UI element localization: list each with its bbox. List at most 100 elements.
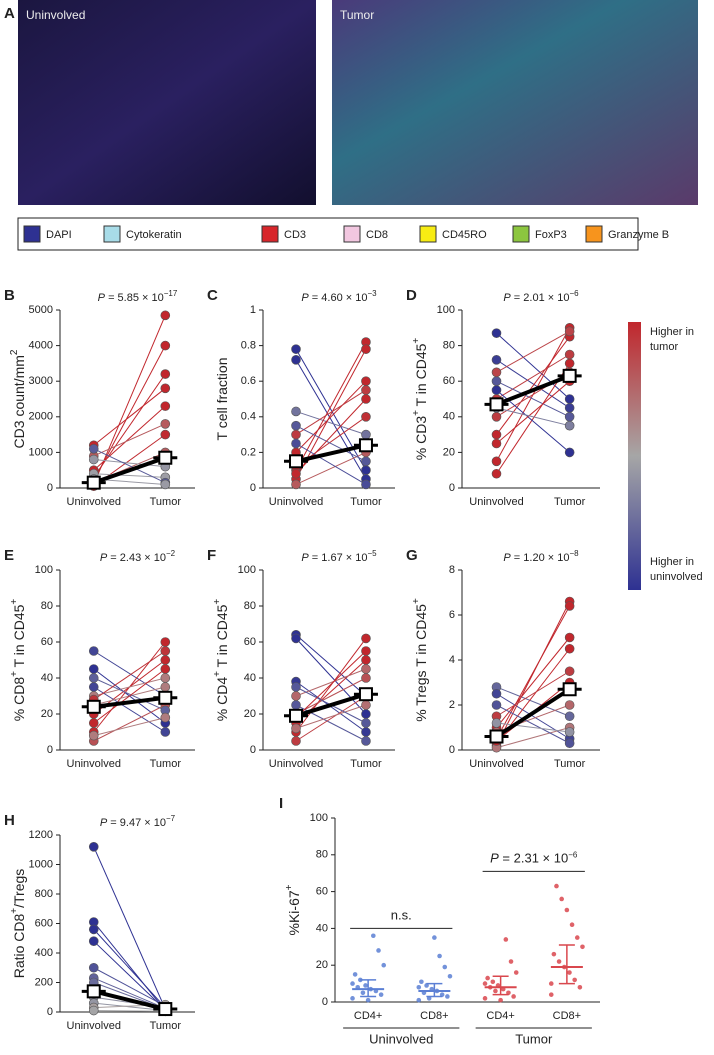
sample-point — [88, 673, 99, 683]
y-tick-label: 1 — [250, 304, 256, 316]
pair-line — [93, 315, 166, 485]
sample-point — [291, 736, 301, 746]
sample-point — [508, 959, 514, 964]
pair-line — [93, 473, 166, 478]
pair-line — [93, 387, 166, 446]
sample-point — [88, 454, 99, 465]
sample-point — [491, 385, 502, 395]
median-marker — [86, 699, 101, 714]
sample-point — [564, 700, 575, 710]
sample-point — [564, 326, 575, 337]
legend-label: CD3 — [284, 229, 306, 241]
sample-point — [491, 700, 502, 710]
text-part: T in CD45 — [11, 604, 27, 671]
pair-line — [93, 650, 166, 697]
text-part: −6 — [569, 289, 579, 298]
pair-line — [93, 459, 166, 468]
image-label: Uninvolved — [26, 8, 85, 22]
text-part: −8 — [569, 549, 579, 558]
sample-point — [371, 933, 376, 939]
sample-point — [559, 896, 564, 902]
pair-line — [496, 330, 570, 373]
p-value: P = 4.60 × 10−3 — [301, 289, 377, 304]
sample-point — [160, 310, 171, 321]
x-tick-label: Tumor — [350, 496, 382, 508]
sample-point — [511, 994, 516, 999]
y-tick-label: 2000 — [29, 411, 53, 423]
pair-line — [295, 443, 367, 485]
sample-point — [361, 411, 371, 422]
x-tick-label: Tumor — [350, 758, 382, 770]
pair-line — [93, 704, 166, 742]
pair-line — [295, 704, 367, 729]
sample-point — [361, 376, 371, 387]
pair-line — [496, 380, 570, 444]
pair-line — [295, 425, 367, 462]
sample-point — [485, 975, 490, 981]
pair-line — [295, 668, 367, 697]
sample-point — [160, 646, 171, 656]
legend-label: CD45RO — [442, 229, 487, 241]
y-tick-label: 0.6 — [241, 375, 256, 387]
sample-point — [160, 727, 171, 737]
y-tick-label: 0 — [449, 744, 455, 756]
x-tick-label: Uninvolved — [67, 496, 121, 508]
text-part: T cell fraction — [214, 358, 230, 441]
pair-line — [93, 650, 166, 701]
text-part: Ratio CD8 — [11, 914, 27, 979]
pair-line — [295, 634, 367, 697]
sample-point — [160, 673, 171, 683]
legend: DAPI Cytokeratin CD3 CD8 CD45RO FoxP3 Granzyme… — [23, 225, 669, 243]
panel-letter: F — [207, 547, 216, 564]
bracket-label: n.s. — [391, 908, 412, 923]
pair-line — [93, 940, 166, 1011]
p-value: P = 2.01 × 10−6 — [503, 289, 579, 304]
median-line — [495, 373, 571, 407]
sample-point — [437, 953, 442, 959]
sample-point — [291, 406, 301, 417]
text-part: n.s. — [391, 908, 412, 923]
y-tick-label: 800 — [35, 888, 53, 900]
sample-point — [291, 468, 301, 479]
median-marker — [358, 438, 373, 453]
text-part: P — [490, 851, 499, 866]
sample-point — [491, 355, 502, 365]
pair-line — [295, 650, 367, 718]
sample-point — [447, 973, 453, 979]
pair-line — [496, 332, 570, 400]
median-marker — [489, 729, 504, 744]
sample-point — [564, 394, 575, 404]
pair-line — [295, 348, 367, 471]
sample-point — [554, 883, 559, 889]
sample-point — [361, 673, 371, 683]
sample-point — [291, 700, 301, 710]
pair-line — [93, 967, 166, 1007]
legend-label: FoxP3 — [535, 229, 567, 241]
median-marker — [86, 984, 101, 999]
sample-point — [445, 994, 450, 999]
sample-point — [432, 935, 437, 940]
y-tick-label: 5000 — [29, 304, 53, 316]
y-tick-label: 200 — [35, 976, 53, 988]
y-tick-label: 0 — [250, 744, 256, 756]
colorbar-scale — [628, 322, 641, 590]
sample-point — [361, 429, 371, 440]
sample-point — [361, 394, 371, 404]
panel-letter: H — [4, 812, 15, 829]
text-part: P — [301, 552, 309, 564]
sample-point — [564, 358, 575, 369]
y-tick-label: 4 — [449, 654, 455, 666]
pair-line — [496, 336, 571, 435]
pair-line — [295, 451, 367, 485]
y-tick-label: 0 — [47, 482, 53, 494]
text-part: = 1.67 × 10 — [309, 552, 368, 564]
sample-point — [491, 456, 502, 467]
sample-point — [88, 924, 99, 935]
sample-point — [88, 936, 99, 947]
x-tick-label: Uninvolved — [269, 758, 323, 770]
sample-point — [564, 411, 575, 422]
sample-point — [482, 996, 488, 1001]
pair-line — [295, 677, 367, 715]
y-axis-label: T cell fraction — [214, 358, 230, 441]
sample-point — [569, 922, 575, 928]
